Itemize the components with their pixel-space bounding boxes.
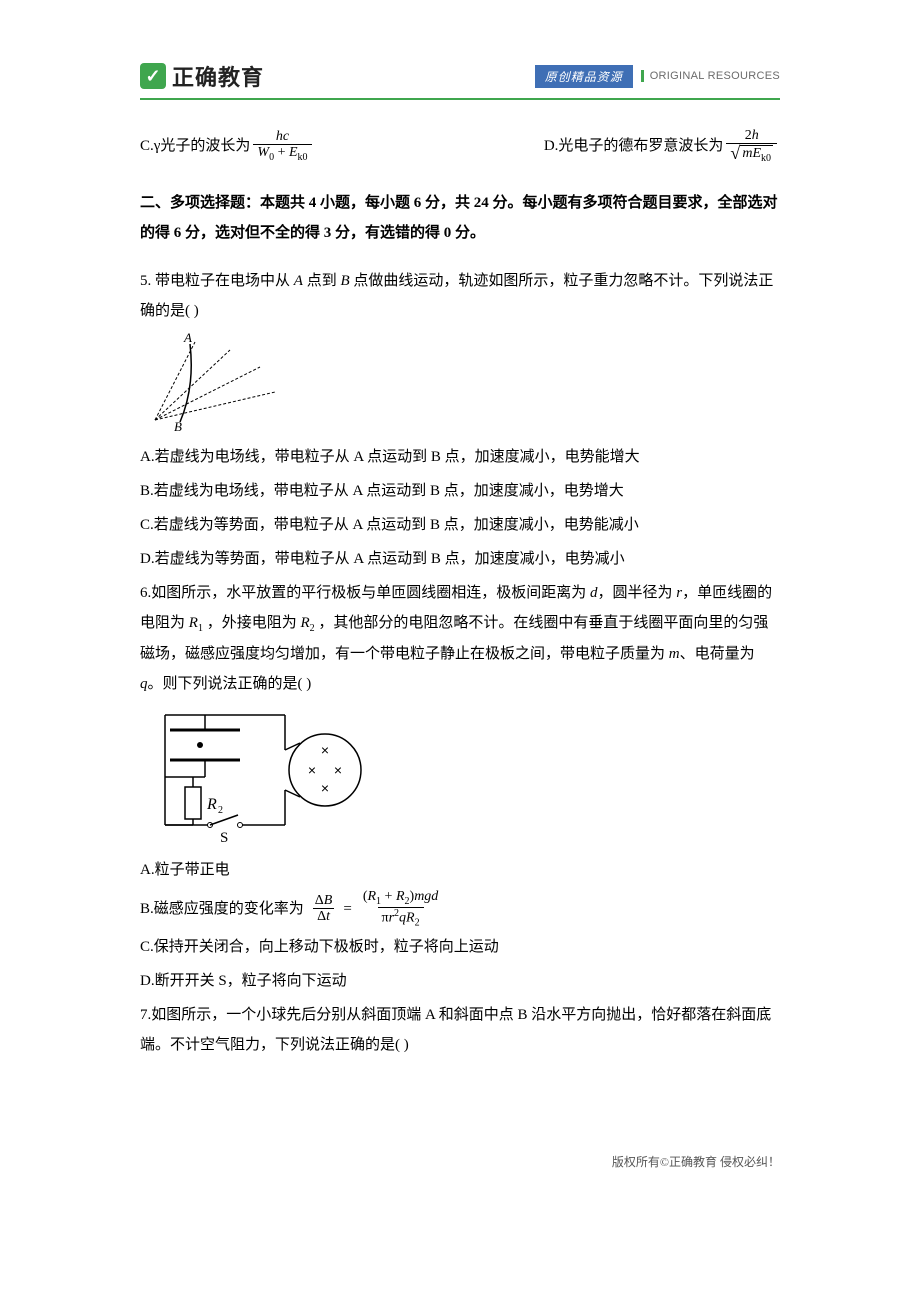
q5-figure: A B — [140, 332, 780, 432]
content: C.γ光子的波长为 hc W0 + Ek0 D.光电子的德布罗意波长为 22hh… — [140, 128, 780, 1174]
q4c-den: W0 + Ek0 — [253, 144, 311, 163]
q6-option-c: C.保持开关闭合，向上移动下极板时，粒子将向上运动 — [140, 932, 780, 962]
q5-label-b: B — [174, 419, 182, 432]
check-icon: ✓ — [140, 63, 166, 89]
q5-stem: 5. 带电粒子在电场中从 A 点到 B 点做曲线运动，轨迹如图所示，粒子重力忽略… — [140, 266, 780, 326]
page-header: ✓ 正确教育 原创精品资源 ORIGINAL RESOURCES — [140, 60, 780, 100]
original-resources-label: ORIGINAL RESOURCES — [641, 70, 780, 82]
q6-figure: R 2 S × × × × — [140, 705, 780, 845]
sqrt-icon: √ mEk0 — [730, 144, 773, 164]
logo: ✓ 正确教育 — [140, 60, 264, 92]
q5-option-c: C.若虚线为等势面，带电粒子从 A 点运动到 B 点，加速度减小，电势能减小 — [140, 510, 780, 540]
svg-text:×: × — [321, 742, 329, 758]
q6-svg: R 2 S × × × × — [140, 705, 370, 845]
q4c-fraction: hc W0 + Ek0 — [253, 129, 311, 163]
header-right: 原创精品资源 ORIGINAL RESOURCES — [535, 65, 780, 88]
q5-option-b: B.若虚线为电场线，带电粒子从 A 点运动到 B 点，加速度减小，电势增大 — [140, 476, 780, 506]
q5-label-a: A — [183, 332, 192, 345]
section-2-title: 二、多项选择题：本题共 4 小题，每小题 6 分，共 24 分。每小题有多项符合… — [140, 188, 780, 248]
q6-r2-label: R — [206, 796, 217, 813]
q4c-num: hc — [272, 129, 293, 144]
q7-stem: 7.如图所示，一个小球先后分别从斜面顶端 A 和斜面中点 B 沿水平方向抛出，恰… — [140, 1000, 780, 1060]
q6-option-a: A.粒子带正电 — [140, 855, 780, 885]
logo-text: 正确教育 — [172, 60, 264, 92]
q4d-num: 22hh — [741, 128, 763, 143]
q6-s-label: S — [220, 830, 228, 845]
q5-svg: A B — [140, 332, 290, 432]
q4d-fraction: 22hh √ mEk0 — [726, 128, 777, 164]
q4-option-d: D.光电子的德布罗意波长为 22hh √ mEk0 — [544, 128, 780, 164]
svg-text:×: × — [321, 780, 329, 796]
q5-option-d: D.若虚线为等势面，带电粒子从 A 点运动到 B 点，加速度减小，电势减小 — [140, 544, 780, 574]
q4c-prefix: C.γ光子的波长为 — [140, 131, 250, 161]
q4d-den: √ mEk0 — [726, 143, 777, 164]
svg-text:2: 2 — [218, 805, 223, 816]
resource-badge: 原创精品资源 — [535, 65, 633, 88]
q6b-rhs-frac: (R1 + R2)mgd πr2qR2 — [359, 889, 443, 928]
q6-option-b: B.磁感应强度的变化率为 ΔB Δt = (R1 + R2)mgd πr2qR2 — [140, 889, 780, 928]
footer-copyright: 版权所有©正确教育 侵权必纠！ — [140, 1150, 780, 1174]
q4-options-row: C.γ光子的波长为 hc W0 + Ek0 D.光电子的德布罗意波长为 22hh… — [140, 128, 780, 164]
svg-text:×: × — [308, 762, 316, 778]
q4d-prefix: D.光电子的德布罗意波长为 — [544, 131, 724, 161]
q6-option-d: D.断开开关 S，粒子将向下运动 — [140, 966, 780, 996]
q6b-lhs-frac: ΔB Δt — [311, 893, 337, 925]
q6-stem: 6.如图所示，水平放置的平行极板与单匝圆线圈相连，极板间距离为 d，圆半径为 r… — [140, 578, 780, 699]
svg-text:×: × — [334, 762, 342, 778]
q5-option-a: A.若虚线为电场线，带电粒子从 A 点运动到 B 点，加速度减小，电势能增大 — [140, 442, 780, 472]
q4-option-c: C.γ光子的波长为 hc W0 + Ek0 — [140, 128, 315, 164]
